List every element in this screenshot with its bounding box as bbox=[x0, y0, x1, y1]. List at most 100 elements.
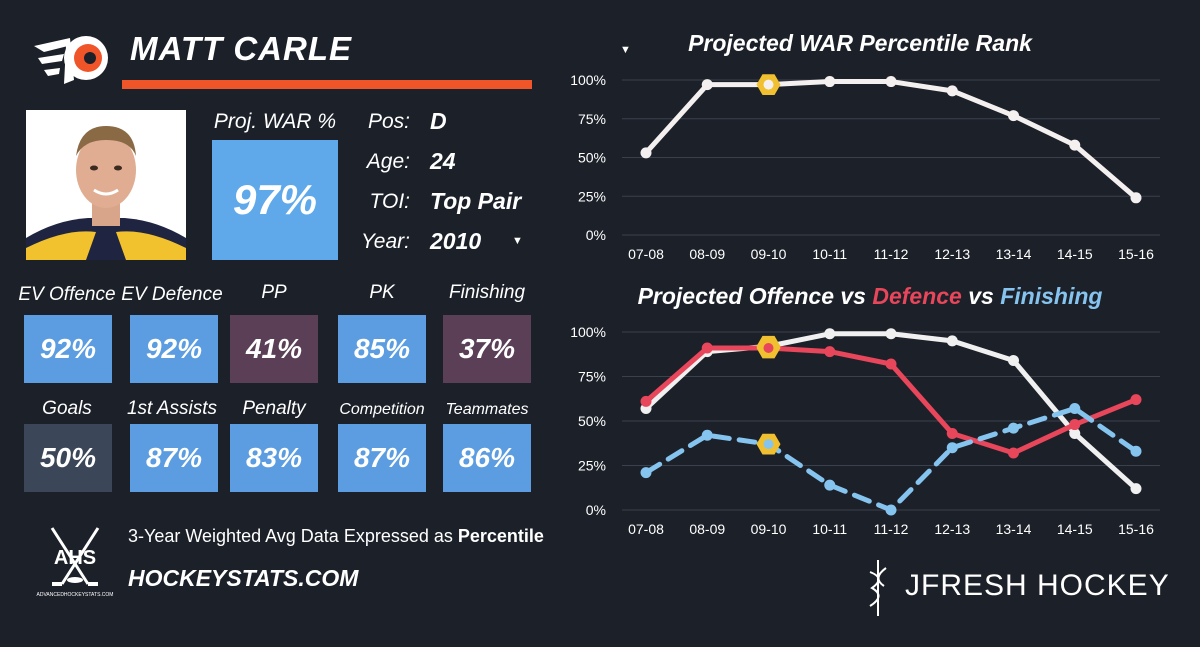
chart2-point-defence bbox=[1069, 419, 1081, 431]
brand-name: JFRESH HOCKEY bbox=[905, 569, 1170, 602]
chart2-point-finishing bbox=[1130, 445, 1142, 457]
chart1-xtick-label: 15-16 bbox=[1118, 246, 1154, 262]
pos-value: D bbox=[430, 108, 447, 134]
tile-finishing: 37% bbox=[443, 315, 531, 383]
footer-caption-prefix: 3-Year Weighted Avg Data Expressed as bbox=[128, 526, 458, 546]
chart2-title-part-2: vs bbox=[840, 283, 873, 309]
chart2-point-finishing bbox=[824, 479, 836, 491]
chart1-xtick-label: 08-09 bbox=[689, 246, 725, 262]
chart1-point-war bbox=[885, 76, 897, 88]
proj-war-label: Proj. WAR % bbox=[213, 110, 337, 133]
tile-competition: 87% bbox=[338, 424, 426, 492]
chart2-point-defence bbox=[640, 395, 652, 407]
chart-dropdown-caret-icon[interactable]: ▼ bbox=[620, 44, 631, 56]
footer-caption: 3-Year Weighted Avg Data Expressed as Pe… bbox=[128, 526, 544, 547]
chart1-point-war bbox=[824, 76, 836, 88]
chart2-point-defence bbox=[946, 427, 958, 439]
tile-label-penalty: Penalty bbox=[242, 398, 306, 419]
chart1-highlight-point bbox=[763, 79, 774, 90]
chart1-point-war bbox=[1130, 192, 1142, 204]
chart2-point-defence bbox=[1008, 447, 1019, 459]
chart2-ytick-label: 50% bbox=[578, 413, 606, 429]
chart1-ytick-label: 0% bbox=[586, 227, 606, 243]
war-percentile-chart: 0% 25% 50% 75% 100% 07-08 08-09 09-10 10-11 11-12… bbox=[570, 72, 1160, 262]
name-underline bbox=[122, 80, 532, 89]
chart2-xtick-label: 15-16 bbox=[1118, 521, 1154, 537]
offence-defence-finishing-chart: 0% 25% 50% 75% 100% 07-08 08-09 09-10 10-11 11-12… bbox=[570, 324, 1160, 537]
chart2-xtick-label: 11-12 bbox=[874, 521, 909, 537]
footer-caption-bold: Percentile bbox=[457, 526, 544, 546]
chart1-xtick-label: 07-08 bbox=[628, 246, 664, 262]
chart2-title-defence: Defence bbox=[872, 283, 962, 309]
chart1-xtick-label: 14-15 bbox=[1057, 246, 1093, 262]
tile-label-goals: Goals bbox=[42, 398, 92, 419]
chart2-xtick-label: 12-13 bbox=[934, 521, 970, 537]
chart2-xtick-label: 13-14 bbox=[996, 521, 1032, 537]
chart1-xtick-label: 13-14 bbox=[996, 246, 1032, 262]
chart2-point-finishing bbox=[1008, 422, 1019, 434]
chart2-highlight-point bbox=[763, 343, 774, 354]
tile-label-pk: PK bbox=[369, 282, 395, 303]
ahs-logo-text: AHS bbox=[54, 547, 96, 569]
chart2-xtick-label: 14-15 bbox=[1057, 521, 1093, 537]
chart1-series-war bbox=[643, 79, 1139, 201]
tile-teammates: 86% bbox=[443, 424, 531, 492]
chart2-point-offence bbox=[1069, 427, 1081, 439]
chart2-point-finishing bbox=[946, 442, 958, 454]
chart2-point-offence bbox=[1130, 483, 1142, 495]
chart2-ytick-label: 75% bbox=[578, 369, 606, 385]
ahs-logo: AHS ADVANCEDHOCKEYSTATS.COM bbox=[32, 522, 118, 600]
chart1-point-war bbox=[1008, 110, 1019, 122]
tile-pk: 85% bbox=[338, 315, 426, 383]
footer-site-link[interactable]: HOCKEYSTATS.COM bbox=[128, 565, 359, 591]
chart1-title: Projected WAR Percentile Rank bbox=[688, 30, 1032, 56]
chart2-point-defence bbox=[701, 342, 713, 354]
tile-label-pp: PP bbox=[261, 282, 287, 303]
chart2-point-finishing bbox=[1069, 403, 1081, 415]
year-dropdown-caret-icon[interactable]: ▼ bbox=[512, 235, 523, 247]
proj-war-value: 97% bbox=[212, 140, 338, 260]
tile-ev-offence: 92% bbox=[24, 315, 112, 383]
tile-label-teammates: Teammates bbox=[445, 401, 529, 418]
player-name: MATT CARLE bbox=[130, 30, 353, 67]
chart1-xtick-label: 11-12 bbox=[874, 246, 909, 262]
player-photo bbox=[26, 110, 186, 260]
tile-label-ev-defence: EV Defence bbox=[121, 284, 223, 305]
chart1-xtick-label: 10-11 bbox=[812, 246, 847, 262]
tile-ev-defence: 92% bbox=[130, 315, 218, 383]
year-select[interactable]: 2010 bbox=[430, 228, 482, 254]
tile-label-ev-offence: EV Offence bbox=[18, 284, 116, 305]
chart1-point-war bbox=[701, 79, 713, 91]
chart2-series-finishing bbox=[643, 406, 1139, 513]
chart2-title-part-1: Projected Offence bbox=[637, 283, 841, 309]
tile-penalty: 83% bbox=[230, 424, 318, 492]
ahs-logo-small-text: ADVANCEDHOCKEYSTATS.COM bbox=[37, 592, 114, 598]
chart1-ytick-label: 100% bbox=[570, 72, 606, 88]
chart2-title-finishing: Finishing bbox=[1000, 283, 1103, 309]
jfresh-logo-icon bbox=[862, 558, 894, 618]
chart2-xtick-label: 08-09 bbox=[689, 521, 725, 537]
chart1-point-war bbox=[1069, 139, 1081, 151]
chart2-point-offence bbox=[885, 328, 897, 340]
chart1-point-war bbox=[946, 85, 958, 97]
tile-goals: 50% bbox=[24, 424, 112, 492]
flyers-logo-icon bbox=[30, 28, 112, 88]
chart2-title-part-4: vs bbox=[961, 283, 1001, 309]
tile-label-1st-assists: 1st Assists bbox=[126, 398, 218, 419]
chart2-point-defence bbox=[824, 346, 836, 358]
chart2-point-offence bbox=[1008, 354, 1019, 366]
toi-value: Top Pair bbox=[430, 188, 522, 214]
chart2-point-defence bbox=[885, 358, 897, 370]
chart2-ytick-label: 100% bbox=[570, 324, 606, 340]
chart2-highlight-point bbox=[763, 439, 774, 450]
tile-label-finishing: Finishing bbox=[448, 282, 526, 303]
chart2-point-finishing bbox=[701, 429, 713, 441]
age-value: 24 bbox=[430, 148, 456, 174]
tile-1st-assists: 87% bbox=[130, 424, 218, 492]
chart2-point-finishing bbox=[640, 467, 652, 479]
chart2-point-defence bbox=[1130, 394, 1142, 406]
chart1-ytick-label: 50% bbox=[578, 150, 606, 166]
chart2-point-offence bbox=[946, 335, 958, 347]
chart2-point-offence bbox=[824, 328, 836, 340]
chart2-point-finishing bbox=[885, 504, 897, 516]
